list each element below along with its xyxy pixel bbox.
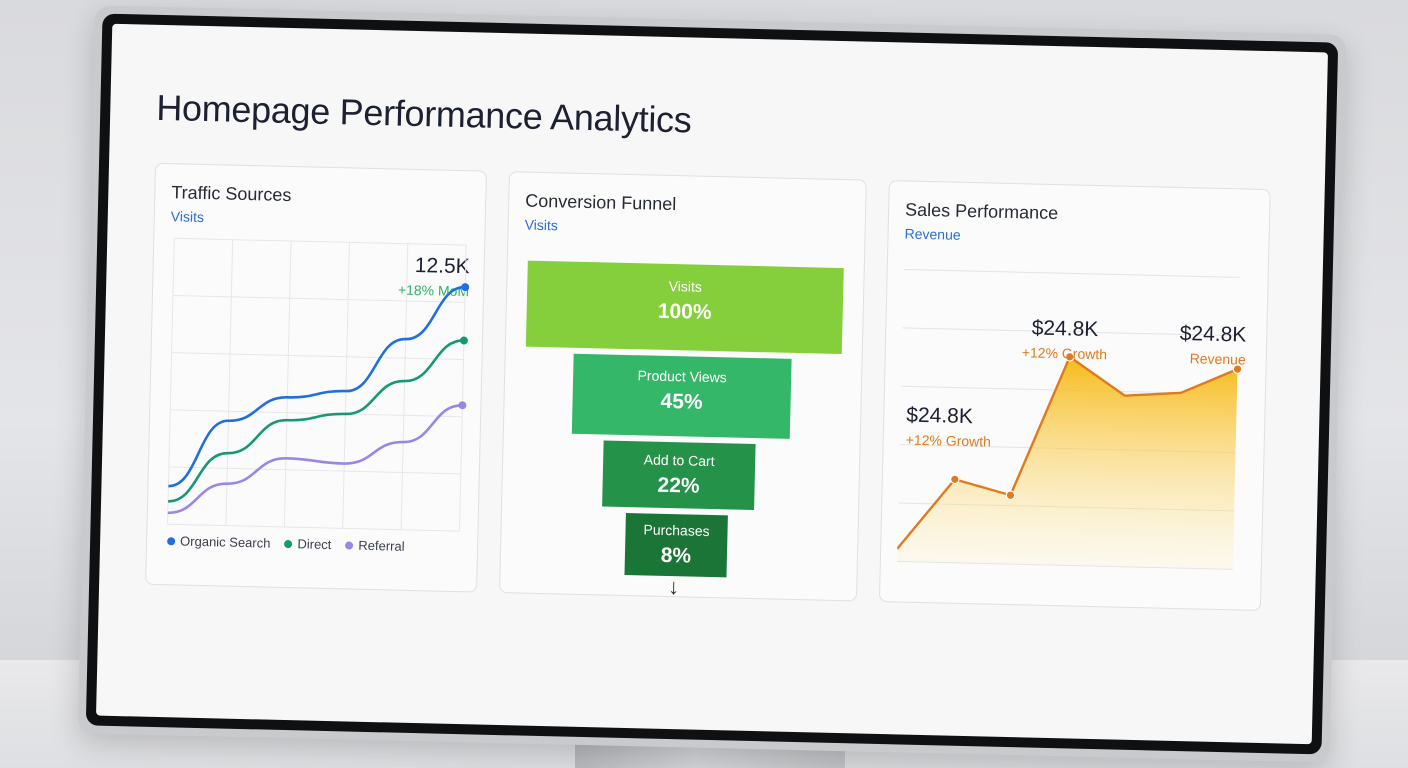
legend-dot	[284, 539, 293, 548]
revenue-area	[896, 356, 1238, 570]
page-title: Homepage Performance Analytics	[155, 86, 692, 141]
card-title: Traffic Sources	[171, 182, 292, 206]
funnel-step-add-to-cart[interactable]: Add to Cart 22%	[602, 440, 756, 511]
funnel-step-value: 8%	[660, 543, 692, 568]
organic-search-line	[168, 285, 466, 488]
conversion-funnel-card[interactable]: Conversion Funnel Visits Visits 100% Pro…	[499, 171, 867, 602]
legend-label: Organic Search	[179, 533, 271, 551]
callout-value: $24.8K	[1179, 322, 1247, 347]
legend-label: Referral	[358, 537, 405, 554]
grid-line-horizontal	[168, 466, 461, 475]
monitor-bezel: Homepage Performance Analytics Traffic S…	[85, 13, 1339, 755]
grid-line-vertical	[167, 238, 175, 525]
funnel-step-label: Product Views	[637, 367, 727, 386]
traffic-sources-card[interactable]: Traffic Sources Visits 12.5K +18% MoM Or…	[145, 162, 487, 593]
sales-area-chart	[896, 268, 1243, 570]
callout-value: $24.8K	[1031, 316, 1099, 342]
referral-line	[167, 403, 463, 515]
sales-callout-right: $24.8K Revenue	[1179, 322, 1247, 368]
direct-line	[167, 339, 465, 503]
legend-item-organic-search[interactable]: Organic Search	[167, 533, 271, 551]
grid-line-horizontal	[174, 237, 467, 246]
funnel-step-value: 45%	[660, 389, 703, 414]
revenue-point	[1005, 490, 1016, 501]
grid-line-horizontal	[167, 523, 460, 532]
card-subtitle: Revenue	[904, 225, 961, 243]
card-subtitle: Visits	[170, 208, 205, 225]
dashboard-screen: Homepage Performance Analytics Traffic S…	[96, 23, 1328, 745]
funnel-step-visits[interactable]: Visits 100%	[525, 260, 844, 355]
funnel-step-label: Visits	[668, 277, 703, 295]
monitor: Homepage Performance Analytics Traffic S…	[77, 5, 1347, 763]
grid-line-horizontal	[172, 294, 465, 303]
grid-line-vertical	[458, 245, 467, 532]
grid-line-vertical	[225, 239, 234, 526]
grid-line-vertical	[342, 242, 350, 529]
referral-line-end-point	[458, 401, 467, 410]
legend-item-direct[interactable]: Direct	[284, 536, 332, 553]
direct-line-end-point	[459, 336, 468, 345]
grid-line-horizontal	[903, 268, 1240, 278]
traffic-line-chart	[167, 237, 470, 532]
callout-label: Revenue	[1189, 350, 1246, 368]
callout-change: +12% Growth	[1021, 344, 1108, 363]
sales-performance-card[interactable]: Sales Performance Revenue $24.8K +12% Gr…	[878, 180, 1271, 611]
funnel-down-arrow-icon: ↓	[667, 574, 680, 600]
funnel-step-value: 22%	[657, 473, 700, 498]
card-title: Conversion Funnel	[525, 190, 677, 215]
funnel-step-label: Add to Cart	[643, 451, 715, 470]
grid-line-horizontal	[170, 409, 463, 418]
revenue-point	[1232, 364, 1243, 374]
funnel-step-value: 100%	[657, 299, 712, 324]
grid-line-vertical	[400, 243, 409, 530]
sales-callout-left: $24.8K +12% Growth	[906, 404, 992, 450]
grid-line-horizontal	[902, 327, 1239, 337]
legend-item-referral[interactable]: Referral	[345, 537, 405, 554]
callout-value: $24.8K	[906, 403, 974, 429]
grid-line-vertical	[283, 241, 292, 527]
revenue-point	[1064, 352, 1075, 362]
card-subtitle: Visits	[524, 216, 559, 234]
revenue-point	[950, 474, 960, 485]
funnel-step-product-views[interactable]: Product Views 45%	[571, 353, 792, 439]
card-title: Sales Performance	[904, 199, 1059, 224]
legend-dot	[345, 540, 354, 550]
legend-dot	[167, 536, 176, 545]
funnel-step-label: Purchases	[643, 521, 710, 539]
callout-change: +12% Growth	[905, 431, 992, 450]
sales-callout-middle: $24.8K +12% Growth	[1021, 316, 1108, 363]
funnel-step-purchases[interactable]: Purchases 8%	[624, 513, 728, 578]
organic-search-line-end-point	[461, 283, 470, 292]
grid-line-horizontal	[171, 352, 464, 361]
legend-label: Direct	[297, 536, 332, 553]
